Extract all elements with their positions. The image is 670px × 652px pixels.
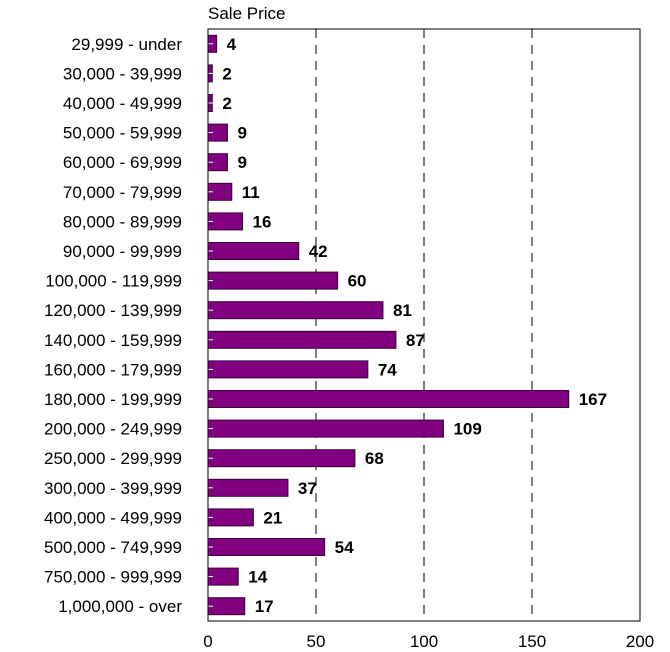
data-label: 17 bbox=[255, 597, 274, 616]
data-label: 37 bbox=[298, 479, 317, 498]
bar bbox=[207, 508, 254, 527]
grid-lines bbox=[315, 29, 533, 621]
bar bbox=[207, 271, 339, 290]
data-label: 109 bbox=[453, 420, 481, 439]
category-label: 50,000 - 59,999 bbox=[63, 124, 182, 143]
bar bbox=[207, 449, 356, 468]
bar bbox=[207, 212, 244, 231]
x-tick-label: 50 bbox=[307, 632, 326, 651]
category-label: 250,000 - 299,999 bbox=[44, 449, 182, 468]
bars bbox=[207, 34, 570, 616]
data-label: 68 bbox=[365, 449, 384, 468]
data-label: 54 bbox=[335, 538, 354, 557]
category-label: 70,000 - 79,999 bbox=[63, 183, 182, 202]
x-tick-label: 0 bbox=[203, 632, 212, 651]
category-label: 120,000 - 139,999 bbox=[44, 301, 182, 320]
category-label: 180,000 - 199,999 bbox=[44, 390, 182, 409]
category-labels: 29,999 - under 30,000 - 39,999 40,000 - 49… bbox=[44, 35, 182, 616]
data-label: 60 bbox=[348, 272, 367, 291]
category-label: 750,000 - 999,999 bbox=[44, 568, 182, 587]
data-label: 16 bbox=[253, 212, 272, 231]
category-label: 400,000 - 499,999 bbox=[44, 508, 182, 527]
chart-subtitle: Sale Price bbox=[208, 4, 285, 23]
category-label: 300,000 - 399,999 bbox=[44, 479, 182, 498]
x-axis-ticks: 0 50 100 150 200 bbox=[203, 632, 654, 651]
category-label: 500,000 - 749,999 bbox=[44, 538, 182, 557]
data-label: 4 bbox=[227, 35, 237, 54]
data-label: 2 bbox=[222, 64, 231, 83]
category-label: 90,000 - 99,999 bbox=[63, 242, 182, 261]
data-label: 81 bbox=[393, 301, 412, 320]
data-label: 42 bbox=[309, 242, 328, 261]
category-label: 40,000 - 49,999 bbox=[63, 94, 182, 113]
category-label: 100,000 - 119,999 bbox=[45, 272, 182, 291]
data-label: 21 bbox=[263, 508, 282, 527]
category-label: 140,000 - 159,999 bbox=[44, 331, 182, 350]
bar bbox=[207, 330, 397, 349]
category-label: 160,000 - 179,999 bbox=[44, 360, 182, 379]
data-label: 2 bbox=[222, 94, 231, 113]
data-label: 9 bbox=[237, 153, 246, 172]
category-label: 200,000 - 249,999 bbox=[44, 420, 182, 439]
bar bbox=[207, 242, 300, 260]
data-label: 74 bbox=[378, 360, 397, 379]
data-label: 9 bbox=[237, 124, 246, 143]
bar bbox=[207, 360, 369, 379]
bar bbox=[207, 390, 570, 408]
data-label: 11 bbox=[242, 183, 260, 202]
bar bbox=[207, 301, 384, 320]
bar bbox=[207, 419, 444, 438]
category-label: 80,000 - 89,999 bbox=[63, 212, 182, 231]
bar bbox=[207, 478, 289, 497]
x-tick-label: 150 bbox=[518, 632, 546, 651]
plot-area-frame bbox=[207, 28, 641, 622]
bar bbox=[207, 597, 246, 616]
category-label: 1,000,000 - over bbox=[58, 597, 182, 616]
x-tick-label: 100 bbox=[410, 632, 438, 651]
x-tick-label: 200 bbox=[626, 632, 654, 651]
data-label: 14 bbox=[248, 568, 267, 587]
category-label: 29,999 - under bbox=[71, 35, 182, 54]
bar bbox=[207, 538, 326, 556]
category-label: 60,000 - 69,999 bbox=[63, 153, 182, 172]
data-label: 87 bbox=[406, 331, 425, 350]
category-label: 30,000 - 39,999 bbox=[63, 64, 182, 83]
data-label: 167 bbox=[579, 390, 607, 409]
